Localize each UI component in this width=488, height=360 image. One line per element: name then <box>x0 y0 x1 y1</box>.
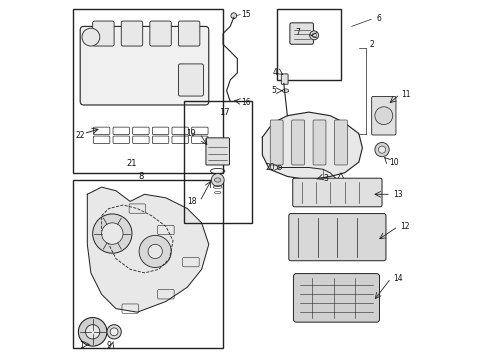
Text: 11: 11 <box>401 90 410 99</box>
FancyBboxPatch shape <box>149 21 171 46</box>
FancyBboxPatch shape <box>281 74 287 84</box>
Text: 16: 16 <box>241 98 250 107</box>
Text: 12: 12 <box>399 222 408 231</box>
Text: 18: 18 <box>186 197 196 206</box>
Text: 17: 17 <box>219 108 230 117</box>
Circle shape <box>374 107 392 125</box>
FancyBboxPatch shape <box>312 120 325 165</box>
Circle shape <box>211 174 224 186</box>
Polygon shape <box>262 112 362 180</box>
Bar <box>183 102 251 223</box>
Text: 19: 19 <box>186 129 196 138</box>
Circle shape <box>139 235 171 267</box>
Bar <box>73 9 223 173</box>
Text: 20: 20 <box>264 163 274 172</box>
FancyBboxPatch shape <box>288 213 385 261</box>
FancyBboxPatch shape <box>80 26 208 105</box>
Text: 5: 5 <box>271 86 276 95</box>
Circle shape <box>93 214 132 253</box>
Text: 4: 4 <box>272 68 277 77</box>
FancyBboxPatch shape <box>121 21 142 46</box>
Bar <box>73 180 223 348</box>
Ellipse shape <box>374 143 388 157</box>
FancyBboxPatch shape <box>93 21 114 46</box>
Text: 9: 9 <box>106 341 111 350</box>
FancyBboxPatch shape <box>178 64 203 96</box>
Ellipse shape <box>107 325 121 339</box>
Text: 22: 22 <box>75 131 85 140</box>
Text: 15: 15 <box>241 10 250 19</box>
Ellipse shape <box>311 33 316 37</box>
Ellipse shape <box>378 146 385 153</box>
Polygon shape <box>87 187 208 312</box>
FancyBboxPatch shape <box>289 23 313 44</box>
Text: 13: 13 <box>392 190 402 199</box>
Text: 3: 3 <box>323 174 327 183</box>
Text: 21: 21 <box>126 159 137 168</box>
Circle shape <box>85 325 100 339</box>
Bar <box>276 9 340 80</box>
FancyBboxPatch shape <box>334 120 346 165</box>
FancyBboxPatch shape <box>270 120 283 165</box>
Ellipse shape <box>214 178 221 182</box>
Text: 8: 8 <box>138 172 143 181</box>
FancyBboxPatch shape <box>291 120 304 165</box>
Circle shape <box>277 165 281 170</box>
Text: 10: 10 <box>388 158 398 167</box>
Text: 2: 2 <box>369 40 373 49</box>
Ellipse shape <box>110 328 118 336</box>
Ellipse shape <box>282 89 288 93</box>
Circle shape <box>78 318 107 346</box>
Circle shape <box>102 223 123 244</box>
FancyBboxPatch shape <box>292 178 381 207</box>
FancyBboxPatch shape <box>205 138 229 165</box>
Ellipse shape <box>309 31 318 40</box>
Text: 6: 6 <box>375 14 380 23</box>
Circle shape <box>82 28 100 46</box>
Circle shape <box>230 13 236 18</box>
FancyBboxPatch shape <box>293 274 379 322</box>
Text: 1: 1 <box>80 341 84 350</box>
Circle shape <box>148 244 162 258</box>
FancyBboxPatch shape <box>371 96 395 135</box>
Text: 14: 14 <box>392 274 402 283</box>
FancyBboxPatch shape <box>178 21 200 46</box>
Text: 7: 7 <box>295 28 300 37</box>
